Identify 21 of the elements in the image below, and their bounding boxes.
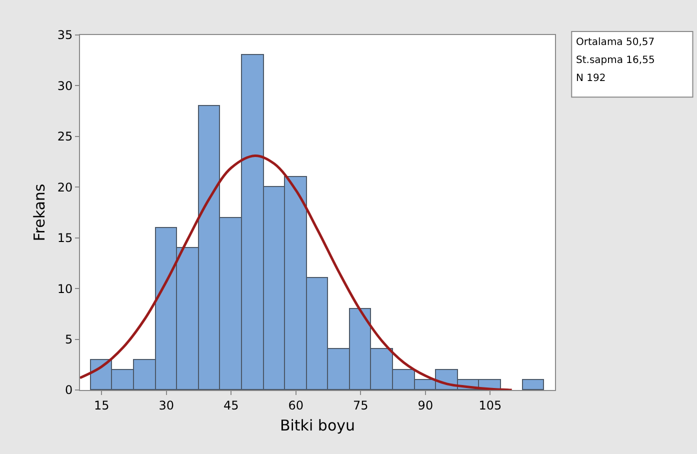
y-tick-label: 15 [57,231,73,246]
y-tick-label: 30 [57,78,73,93]
y-axis-title: Frekans [30,184,49,242]
y-tick-label: 25 [57,130,73,144]
text: St.sapma 16,55 [576,55,655,66]
y-tick-label: 20 [57,180,73,194]
x-tick-label: 30 [158,398,174,412]
y-tick-label: 35 [57,28,73,42]
x-axis-title: Bitki boyu [280,416,356,434]
y-tick-label: 0 [64,383,73,398]
x-tick-label: 60 [288,398,304,412]
x-tick-label: 105 [478,398,502,412]
x-tick-label: 45 [224,398,239,412]
x-tick-label: 15 [94,398,110,412]
line-series [80,154,514,390]
y-tick-label: 10 [57,282,73,296]
text: Ortalama 50,57 [576,37,655,48]
y-tick-label: 5 [64,332,73,346]
text: N 192 [576,73,606,84]
x-tick-label: 90 [418,398,434,412]
x-tick-label: 75 [353,398,368,412]
